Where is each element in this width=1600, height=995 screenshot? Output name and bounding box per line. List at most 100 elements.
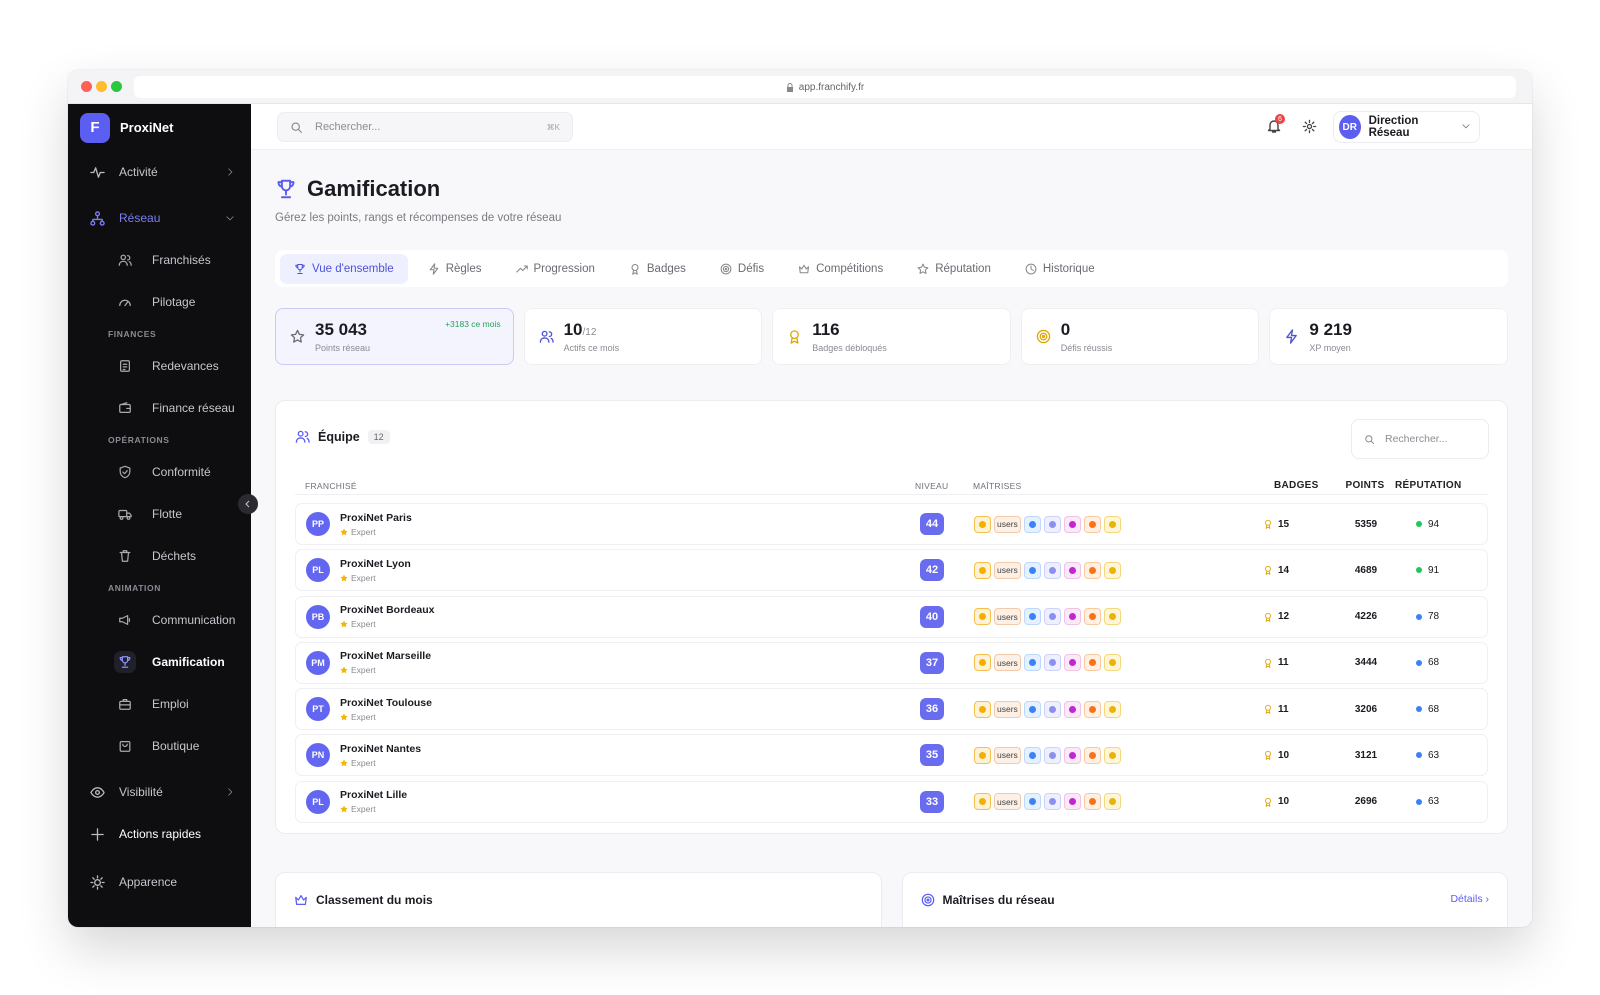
- team-row[interactable]: PP ProxiNet Paris Expert 44 users 15 5359 …: [295, 503, 1488, 545]
- nav-label: Flotte: [152, 507, 183, 521]
- nav-subitem[interactable]: Communication: [68, 599, 251, 641]
- franchise-name: ProxiNet Nantes: [340, 742, 422, 755]
- mastery-icon: [1088, 520, 1096, 528]
- collapse-button[interactable]: [238, 494, 258, 514]
- nav-subitem[interactable]: Boutique: [68, 725, 251, 767]
- details-link[interactable]: Détails ›: [1450, 893, 1489, 905]
- mastery-chip: [974, 608, 991, 626]
- mastery-chip: users: [994, 746, 1021, 764]
- stat-card[interactable]: 10/12 Actifs ce mois: [523, 308, 763, 365]
- mastery-tag: users: [997, 565, 1018, 576]
- mastery-icon: [979, 705, 986, 713]
- badges-count: 14: [1278, 564, 1290, 576]
- icon: [539, 330, 554, 343]
- tab[interactable]: Vue d'ensemble: [280, 253, 408, 284]
- icon: [631, 263, 639, 275]
- nav-subitem[interactable]: Conformité: [68, 451, 251, 493]
- tab[interactable]: Réputation: [903, 254, 1005, 284]
- stat-card[interactable]: 116 Badges débloqués: [772, 308, 1011, 365]
- rank: Expert: [340, 573, 411, 583]
- mastery-chip: [1103, 608, 1121, 626]
- zoom-dot[interactable]: [111, 81, 122, 92]
- mastery-list: users: [974, 793, 1260, 811]
- team-row[interactable]: PL ProxiNet Lille Expert 33 users 10 2696 …: [295, 780, 1488, 823]
- team-row[interactable]: PN ProxiNet Nantes Expert 35 users 10 3121…: [295, 734, 1488, 777]
- search-box[interactable]: Rechercher... ⌘K: [277, 112, 573, 142]
- nav-subitem[interactable]: Gamification: [68, 641, 251, 683]
- rank: Expert: [340, 665, 431, 675]
- nav-item[interactable]: Apparence: [68, 861, 251, 903]
- nav-item[interactable]: Visibilité: [68, 771, 251, 813]
- mastery-chip: users: [994, 608, 1021, 626]
- team-row[interactable]: PB ProxiNet Bordeaux Expert 40 users 12 42…: [295, 595, 1488, 638]
- search-placeholder: Rechercher...: [315, 121, 381, 133]
- nav-subitem[interactable]: Franchisés: [68, 239, 251, 281]
- tab[interactable]: Progression: [502, 254, 609, 284]
- team-search[interactable]: Rechercher...: [1351, 419, 1489, 459]
- brand[interactable]: F ProxiNet: [68, 104, 251, 151]
- reputation-value: 63: [1428, 796, 1440, 808]
- mastery-icon: [979, 613, 986, 621]
- icon: [1302, 119, 1317, 134]
- minimize-dot[interactable]: [96, 81, 107, 92]
- nav-subitem[interactable]: Redevances: [68, 345, 251, 387]
- franchise-avatar: PM: [306, 650, 330, 675]
- badges-count: 12: [1278, 611, 1290, 623]
- mastery-tag: users: [997, 611, 1018, 622]
- mastery-chip: [1083, 654, 1101, 672]
- reputation-dot: [1416, 659, 1422, 666]
- nav-subitem[interactable]: Emploi: [68, 683, 251, 725]
- mastery-chip: [1083, 700, 1101, 718]
- tab[interactable]: Compétitions: [784, 254, 897, 284]
- stat-card[interactable]: 9 219 XP moyen: [1269, 308, 1508, 365]
- mastery-chip: [974, 561, 991, 579]
- icon: [1265, 705, 1271, 714]
- nav-subitem[interactable]: Flotte: [68, 493, 251, 535]
- mastery-icon: [1028, 659, 1036, 667]
- mastery-icon: [1028, 705, 1036, 713]
- mastery-icon: [979, 566, 986, 574]
- mastery-list: users: [974, 654, 1260, 672]
- points-value: 3121: [1354, 749, 1378, 761]
- team-row[interactable]: PL ProxiNet Lyon Expert 42 users 14 4689 9…: [295, 549, 1488, 592]
- nav-subitem[interactable]: Déchets: [68, 535, 251, 577]
- nav-item[interactable]: Réseau: [68, 197, 251, 239]
- team-title: Équipe: [318, 429, 360, 444]
- nav-item[interactable]: Actions rapides: [68, 813, 251, 855]
- user-menu[interactable]: DR Direction Réseau: [1333, 111, 1480, 143]
- mastery-icon: [1108, 705, 1116, 713]
- tab[interactable]: Défis: [706, 254, 778, 284]
- icon: [290, 329, 305, 343]
- team-row[interactable]: PT ProxiNet Toulouse Expert 36 users 11 32…: [295, 688, 1488, 731]
- nav-label: Pilotage: [152, 295, 196, 309]
- franchise-avatar: PN: [306, 743, 330, 768]
- mastery-list: users: [974, 561, 1260, 579]
- stat-card[interactable]: 0 Défis réussis: [1020, 308, 1260, 365]
- stat-card[interactable]: 35 043 Points réseau +3183 ce mois: [275, 308, 514, 365]
- tab[interactable]: Badges: [615, 254, 700, 284]
- mastery-icon: [1068, 798, 1076, 806]
- close-dot[interactable]: [81, 81, 92, 92]
- nav-subitem[interactable]: Pilotage: [68, 281, 251, 323]
- settings-button[interactable]: [1302, 119, 1317, 139]
- reputation-dot: [1416, 752, 1422, 759]
- link-text: Détails: [1450, 893, 1483, 905]
- reputation-cell: 91: [1396, 565, 1464, 576]
- address-bar[interactable]: app.franchify.fr: [134, 76, 1516, 98]
- mastery-icon: [1028, 613, 1036, 621]
- franchise-avatar: PT: [306, 697, 330, 722]
- mastery-chip: [1023, 793, 1041, 811]
- icon: [90, 786, 105, 798]
- tab[interactable]: Historique: [1011, 254, 1109, 284]
- team-row[interactable]: PM ProxiNet Marseille Expert 37 users 11 3…: [295, 641, 1488, 684]
- section-title: OPÉRATIONS: [108, 435, 170, 445]
- rank: Expert: [340, 712, 432, 722]
- reputation-value: 94: [1428, 518, 1440, 530]
- nav-subitem[interactable]: Finance réseau: [68, 387, 251, 429]
- tab-label: Vue d'ensemble: [312, 262, 394, 275]
- tab[interactable]: Règles: [414, 254, 496, 284]
- nav-item[interactable]: Activité: [68, 151, 251, 193]
- section-title: ANIMATION: [108, 583, 161, 593]
- mastery-icon: [979, 798, 986, 806]
- mastery-icon: [1028, 520, 1036, 528]
